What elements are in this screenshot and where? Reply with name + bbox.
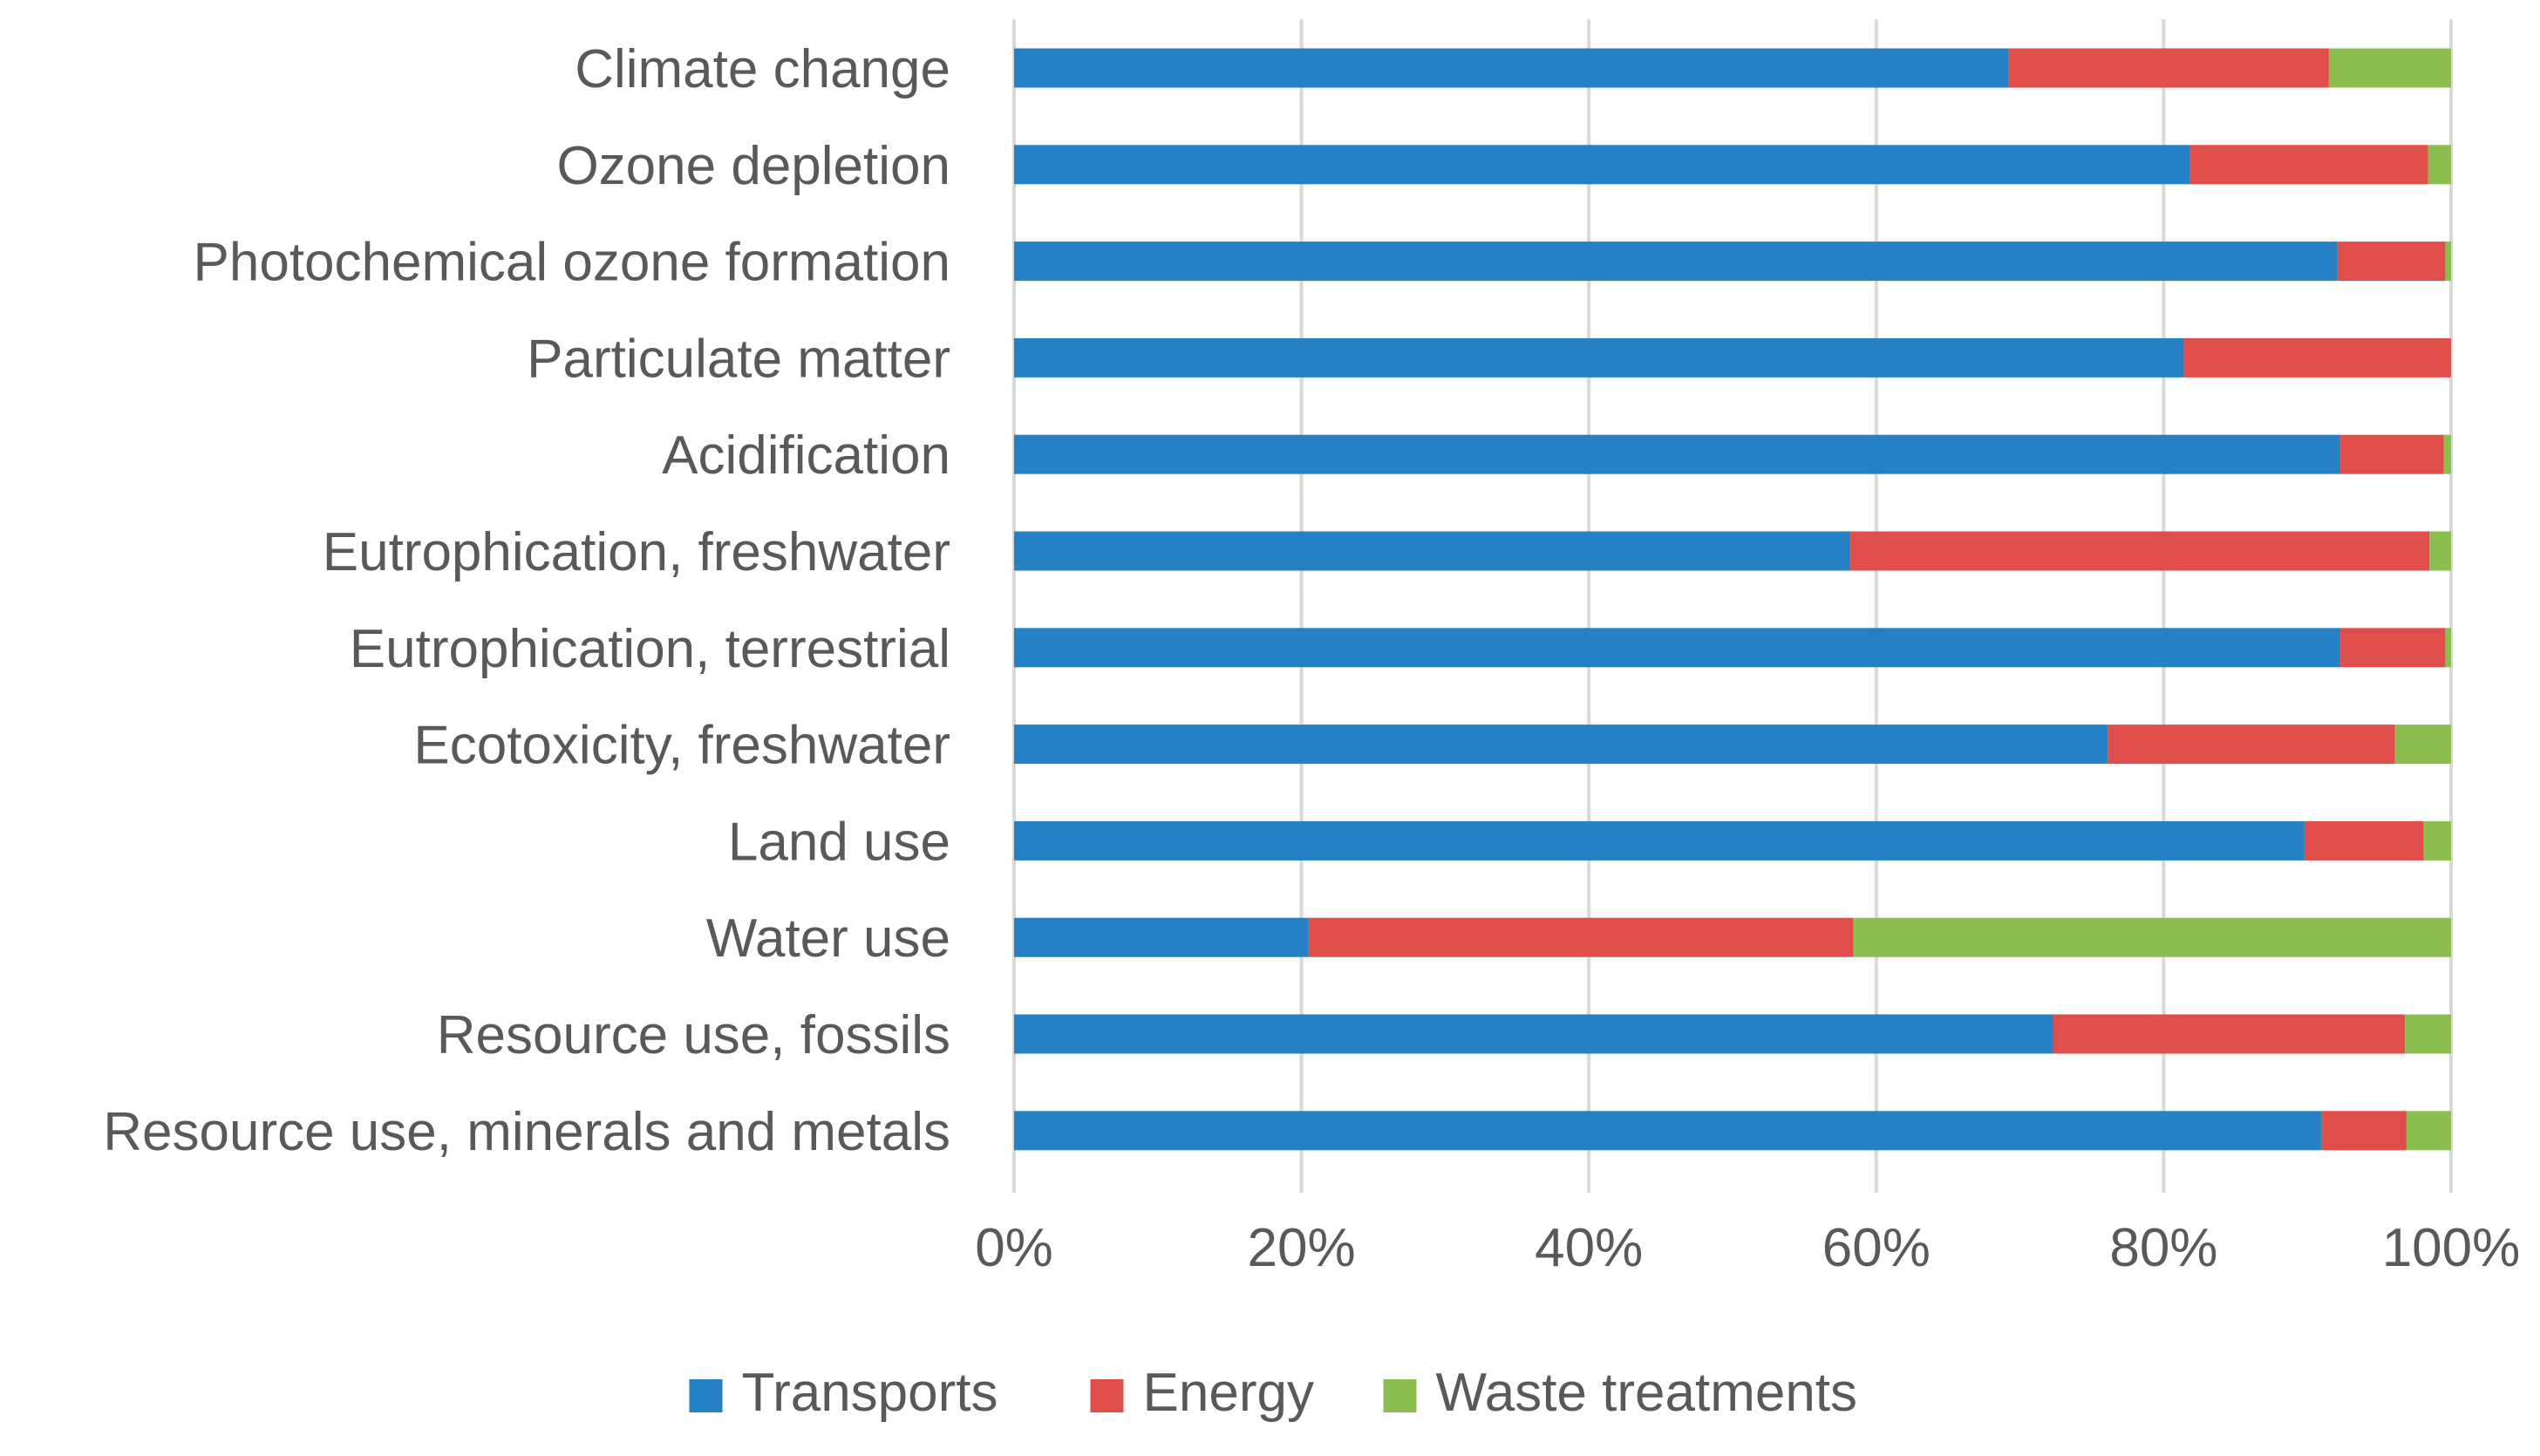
- category-label: Photochemical ozone formation: [194, 233, 950, 293]
- bar-segment-energy: [2304, 820, 2424, 861]
- bar-segment-transports: [1014, 337, 2184, 378]
- legend-label: Waste treatments: [1436, 1363, 1858, 1423]
- bar-segment-transports: [1014, 48, 2009, 88]
- category-label: Particulate matter: [527, 329, 950, 389]
- legend-swatch: [689, 1379, 723, 1412]
- bar-segment-energy: [2340, 434, 2444, 474]
- category-label: Acidification: [662, 425, 950, 486]
- category-label: Ozone depletion: [556, 136, 950, 196]
- category-label: Eutrophication, terrestrial: [350, 619, 950, 679]
- category-label: Eutrophication, freshwater: [323, 522, 950, 582]
- bar-segment-energy: [1308, 917, 1854, 957]
- bar-segment-energy: [1850, 531, 2430, 571]
- bar-segment-transports: [1014, 725, 2108, 765]
- bar-segment-transports: [1014, 820, 2305, 861]
- category-axis: Climate change Ozone depletion Photochemic…: [103, 39, 950, 1162]
- bar-segment-energy: [2189, 145, 2428, 185]
- legend-swatch: [1090, 1379, 1124, 1412]
- bar-segment-energy: [2337, 242, 2446, 282]
- x-tick-label: 60%: [1822, 1218, 1931, 1278]
- bar-segment-transports: [1014, 531, 1851, 571]
- value-axis: 0% 20% 40% 60% 80% 100%: [975, 1218, 2520, 1278]
- bar-segment-waste-treatments: [2445, 628, 2451, 668]
- x-tick-label: 80%: [2109, 1218, 2217, 1278]
- bar-segment-energy: [2183, 337, 2451, 378]
- bar-segment-energy: [2108, 725, 2395, 765]
- category-label: Land use: [728, 812, 950, 872]
- x-tick-label: 100%: [2382, 1218, 2521, 1278]
- bar-segment-waste-treatments: [2445, 242, 2451, 282]
- bar-segment-waste-treatments: [2405, 1014, 2451, 1054]
- bar-segment-waste-treatments: [2429, 531, 2451, 571]
- gridlines: [1012, 19, 2453, 1193]
- bar-segment-transports: [1014, 145, 2190, 185]
- bar-segment-transports: [1014, 628, 2341, 668]
- bar-segment-waste-treatments: [2328, 48, 2451, 88]
- legend-label: Transports: [742, 1363, 998, 1423]
- bar-segment-waste-treatments: [2443, 434, 2451, 474]
- bar-segment-waste-treatments: [2394, 725, 2451, 765]
- category-label: Resource use, minerals and metals: [103, 1102, 950, 1162]
- bar-segment-energy: [2008, 48, 2329, 88]
- legend: Transports Energy Waste treatments: [689, 1363, 1858, 1423]
- bars: [1014, 48, 2451, 1151]
- bar-segment-waste-treatments: [1853, 917, 2451, 957]
- category-label: Water use: [706, 908, 950, 969]
- category-label: Resource use, fossils: [437, 1005, 950, 1065]
- bar-segment-energy: [2321, 1111, 2407, 1151]
- bar-segment-transports: [1014, 1014, 2053, 1054]
- x-tick-label: 20%: [1248, 1218, 1356, 1278]
- category-label: Ecotoxicity, freshwater: [413, 716, 950, 776]
- category-label: Climate change: [575, 39, 950, 99]
- bar-segment-energy: [2340, 628, 2446, 668]
- bar-segment-waste-treatments: [2428, 145, 2451, 185]
- legend-swatch: [1383, 1379, 1417, 1412]
- bar-segment-waste-treatments: [2406, 1111, 2451, 1151]
- bar-segment-transports: [1014, 917, 1309, 957]
- bar-segment-transports: [1014, 1111, 2322, 1151]
- legend-label: Energy: [1143, 1363, 1314, 1423]
- x-tick-label: 0%: [975, 1218, 1053, 1278]
- x-tick-label: 40%: [1535, 1218, 1643, 1278]
- bar-segment-waste-treatments: [2423, 820, 2451, 861]
- bar-segment-transports: [1014, 434, 2341, 474]
- bar-segment-transports: [1014, 242, 2338, 282]
- bar-segment-energy: [2053, 1014, 2406, 1054]
